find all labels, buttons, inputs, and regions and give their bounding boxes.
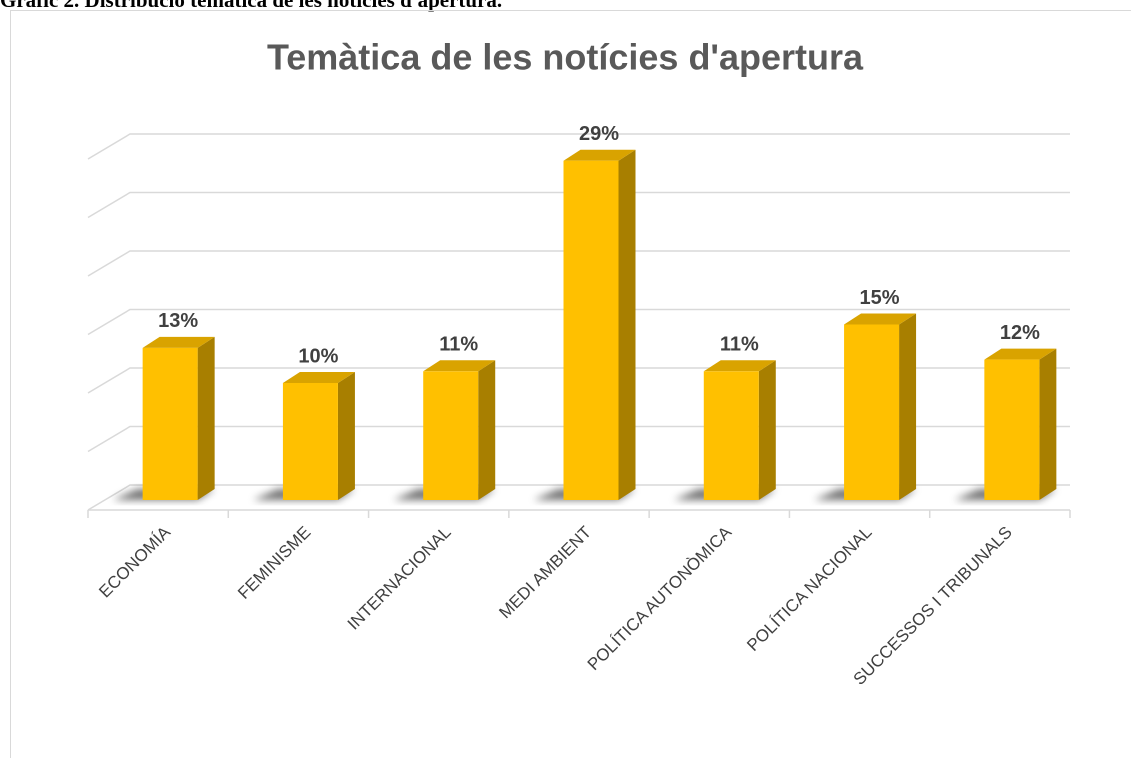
bar-side xyxy=(478,360,496,500)
bar-side xyxy=(899,313,917,500)
value-label: 10% xyxy=(298,345,338,367)
value-label: 12% xyxy=(1000,322,1040,344)
bar-side xyxy=(1039,348,1057,500)
grid-line xyxy=(87,133,1070,160)
bar xyxy=(703,371,759,500)
bar-top xyxy=(563,149,636,161)
value-label: 29% xyxy=(579,123,619,145)
grid-line xyxy=(87,308,1070,336)
value-label: 11% xyxy=(720,334,759,356)
bar xyxy=(282,383,338,500)
bar-top xyxy=(703,360,776,372)
bar-side xyxy=(197,336,215,500)
bar xyxy=(984,359,1040,500)
caption: Gràfic 2. Distribució temàtica de les no… xyxy=(0,0,502,12)
bar-top xyxy=(142,336,215,348)
value-label: 11% xyxy=(439,334,478,356)
bar-top xyxy=(984,348,1057,360)
bar-side xyxy=(337,372,355,500)
bar-top xyxy=(844,313,917,325)
bar xyxy=(844,324,900,500)
x-tick-label: SUCCESSOS I TRIBUNALS xyxy=(850,523,1016,689)
grid-line xyxy=(87,250,1070,277)
bar-side xyxy=(758,360,776,500)
bar-top xyxy=(423,360,496,372)
chart-border xyxy=(10,10,1131,758)
bar xyxy=(563,160,619,500)
x-tick-label: POLÍTICA AUTONÒMICA xyxy=(584,522,736,674)
value-label: 13% xyxy=(158,310,198,332)
x-tick-label: MEDI AMBIENT xyxy=(495,523,595,623)
bar-top xyxy=(282,372,355,383)
value-label: 15% xyxy=(860,287,900,309)
x-tick-label: FEMINISME xyxy=(234,523,314,603)
grid-line xyxy=(87,191,1070,219)
bar xyxy=(142,347,198,500)
x-tick-label: INTERNACIONAL xyxy=(344,523,455,634)
chart-title: Temàtica de les notícies d'apertura xyxy=(267,37,864,78)
x-tick-label: POLÍTICA NACIONAL xyxy=(743,523,875,655)
x-tick-label: ECONOMÍA xyxy=(95,522,174,601)
bar xyxy=(423,371,479,500)
bar-side xyxy=(618,149,636,500)
